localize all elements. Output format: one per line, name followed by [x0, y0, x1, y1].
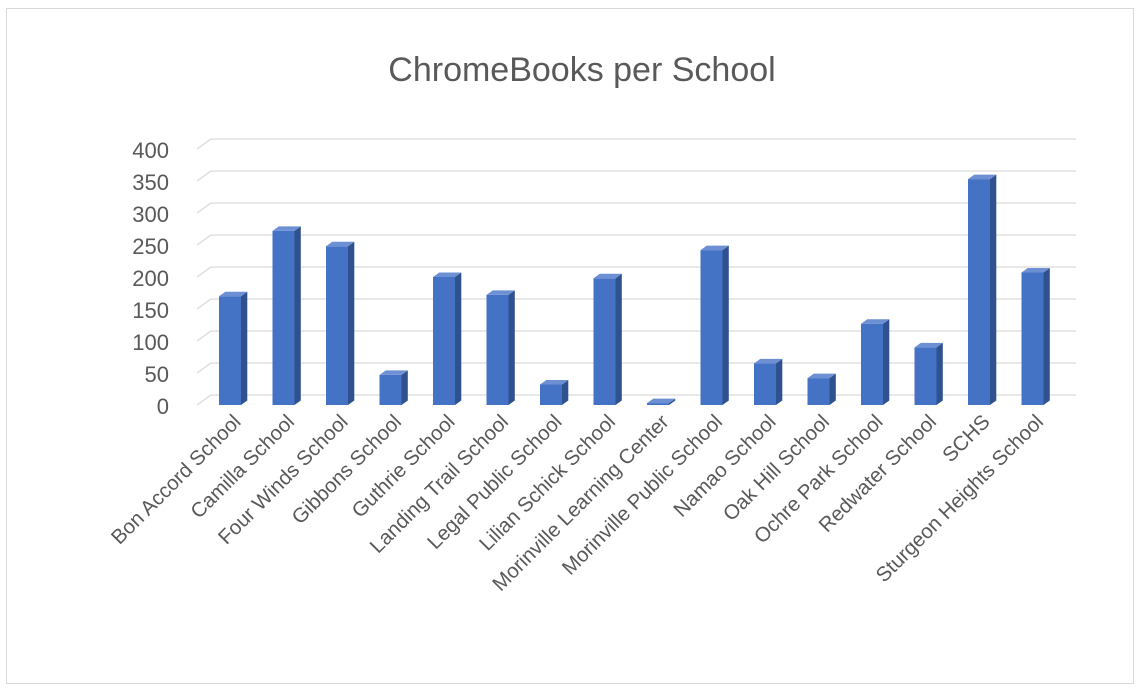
bar-top	[700, 245, 729, 251]
y-tick-label: 300	[132, 202, 169, 227]
bar-top	[647, 398, 676, 404]
bar-top	[433, 272, 462, 277]
bar-side	[936, 342, 943, 405]
bar	[326, 241, 355, 405]
bar-front	[219, 296, 241, 405]
bar	[861, 319, 890, 405]
bar-side	[508, 290, 515, 405]
gridline	[196, 330, 1076, 342]
bar-front	[593, 278, 616, 405]
bar-top	[326, 241, 355, 247]
bar	[272, 226, 301, 405]
bar	[486, 290, 515, 405]
bar-side	[562, 380, 569, 405]
y-tick-label: 350	[132, 170, 169, 195]
bar-top	[540, 380, 569, 385]
gridline	[196, 234, 1076, 246]
bar-top	[861, 319, 890, 324]
bar-side	[241, 291, 248, 405]
bar	[647, 398, 676, 405]
bar-side	[455, 272, 462, 405]
y-tick-label: 100	[132, 330, 169, 355]
bar	[433, 272, 462, 405]
bar-side	[669, 398, 676, 405]
bar-side	[829, 373, 836, 405]
bar-top	[1021, 268, 1050, 273]
bar-front	[379, 374, 402, 405]
bar-top	[379, 370, 408, 375]
bar	[968, 174, 997, 405]
bar	[379, 370, 408, 405]
gridline	[196, 202, 1076, 214]
bar-front	[754, 363, 776, 405]
bar-side	[401, 370, 408, 405]
bar-side	[776, 358, 783, 405]
y-tick-label: 50	[145, 362, 169, 387]
bar	[540, 380, 569, 405]
chart-title: ChromeBooks per School	[388, 51, 775, 89]
gridline	[196, 266, 1076, 278]
bar-side	[348, 241, 355, 405]
bar-top	[486, 290, 515, 295]
y-tick-label: 200	[132, 266, 169, 291]
bar-side	[294, 226, 301, 405]
bar-side	[1043, 268, 1050, 405]
bar-front	[272, 230, 295, 405]
bar-side	[883, 319, 890, 405]
bar-side	[722, 245, 729, 405]
bar-front	[807, 378, 830, 405]
bar-front	[861, 323, 883, 405]
bar-top	[807, 373, 836, 379]
bar-top	[219, 291, 248, 297]
bar-front	[914, 347, 937, 405]
bar-top	[914, 342, 943, 348]
gridline	[196, 138, 1076, 150]
bar-side	[990, 174, 997, 405]
bar-front	[1021, 272, 1044, 405]
chart-frame: ChromeBooks per School 0 50 100 150 200 250 30…	[6, 8, 1134, 684]
bar-front	[433, 277, 455, 405]
y-tick-label: 250	[132, 234, 169, 259]
bar-front	[647, 403, 669, 405]
y-tick-label: 150	[132, 298, 169, 323]
bars	[219, 174, 1050, 405]
bar	[700, 245, 729, 405]
gridline	[196, 170, 1076, 182]
bar-top	[272, 226, 301, 231]
bar	[807, 373, 836, 405]
y-tick-label: 0	[157, 394, 169, 419]
gridlines	[196, 138, 1076, 406]
y-tick-label: 400	[132, 138, 169, 163]
bar-top	[593, 273, 622, 279]
bar-front	[968, 179, 990, 405]
bar-top	[968, 174, 997, 180]
bar-front	[700, 250, 723, 405]
bar-front	[486, 294, 509, 405]
bar	[754, 358, 783, 405]
bar-front	[540, 384, 562, 405]
bar-front	[326, 246, 348, 405]
gridline	[196, 394, 1076, 406]
gridline	[196, 362, 1076, 374]
gridline	[196, 298, 1076, 310]
bar	[593, 273, 622, 405]
bar	[914, 342, 943, 405]
y-axis-ticks: 0 50 100 150 200 250 300 350 400	[132, 138, 169, 419]
chart-svg: ChromeBooks per School 0 50 100 150 200 250 30…	[107, 51, 1076, 596]
bar-side	[615, 273, 622, 405]
bar	[1021, 268, 1050, 405]
bar-top	[754, 358, 783, 364]
bar	[219, 291, 248, 405]
